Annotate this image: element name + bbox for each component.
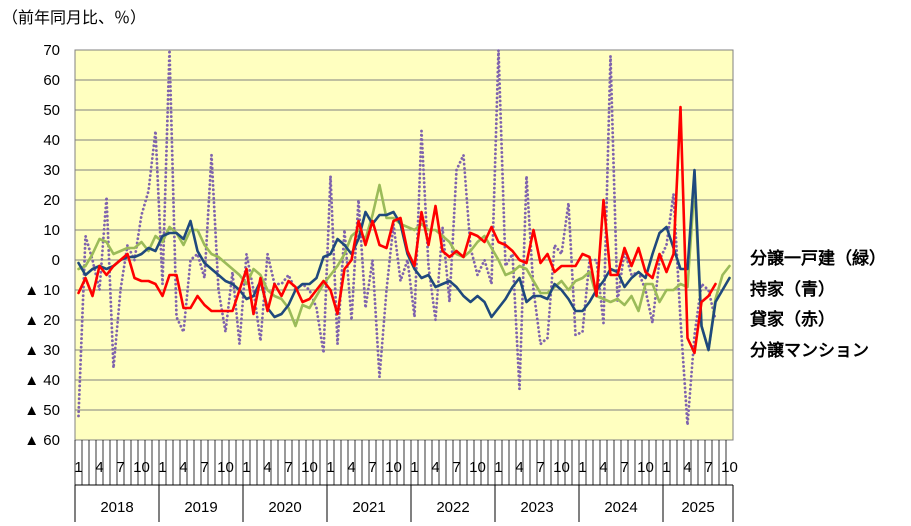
x-year-label: 2024: [604, 499, 637, 516]
x-month-label: 1: [242, 459, 250, 476]
y-tick-label: ▲ 50: [24, 402, 60, 419]
legend-label-red: 貸家（赤）: [750, 310, 835, 330]
legend-label-blue: 持家（青）: [750, 280, 835, 300]
unit-label: （前年同月比、％）: [2, 8, 147, 27]
x-month-label: 10: [301, 459, 318, 476]
x-month-label: 4: [179, 459, 187, 476]
x-month-label: 7: [620, 459, 628, 476]
x-month-label: 10: [469, 459, 486, 476]
y-tick-label: ▲ 30: [24, 342, 60, 359]
x-month-label: 4: [683, 459, 691, 476]
y-tick-label: 40: [43, 132, 60, 149]
y-tick-label: 10: [43, 222, 60, 239]
series-lines: [77, 48, 731, 427]
x-month-label: 7: [116, 459, 124, 476]
x-month-label: 1: [410, 459, 418, 476]
x-month-label: 4: [95, 459, 103, 476]
y-tick-label: 60: [43, 72, 60, 89]
y-tick-label: 20: [43, 192, 60, 209]
series-line-condo: [77, 48, 717, 427]
x-year-label: 2025: [681, 499, 714, 516]
x-month-label: 10: [217, 459, 234, 476]
x-month-label: 4: [431, 459, 439, 476]
y-tick-label: 50: [43, 102, 60, 119]
x-year-label: 2019: [184, 499, 217, 516]
x-month-label: 10: [133, 459, 150, 476]
x-year-label: 2021: [352, 499, 385, 516]
x-month-label: 7: [200, 459, 208, 476]
x-month-label: 1: [74, 459, 82, 476]
y-tick-label: ▲ 40: [24, 372, 60, 389]
y-tick-label: 0: [52, 252, 60, 269]
x-month-label: 10: [721, 459, 738, 476]
x-year-label: 2023: [520, 499, 553, 516]
y-tick-label: ▲ 10: [24, 282, 60, 299]
x-month-label: 7: [452, 459, 460, 476]
x-month-label: 7: [536, 459, 544, 476]
x-month-label: 4: [515, 459, 523, 476]
y-axis-ticks: 70 60 50 40 30 20 10 0 ▲ 10 ▲ 20 ▲ 30 ▲ 40 ▲ 50 ▲ 60: [24, 42, 60, 449]
y-tick-label: ▲ 20: [24, 312, 60, 329]
x-month-label: 1: [662, 459, 670, 476]
series-line-red: [77, 105, 717, 355]
x-month-label: 1: [326, 459, 334, 476]
x-month-label: 10: [637, 459, 654, 476]
x-month-label: 1: [158, 459, 166, 476]
x-month-label: 10: [553, 459, 570, 476]
x-axis: 1 4 7 10 1 4 7 10 1 4 7 10 1 4 7 10 1 4 7 10 1 4 7 10 1 4 7 10 1 4 7 10…: [74, 440, 738, 522]
x-month-label: 7: [284, 459, 292, 476]
series-line-green: [77, 183, 731, 352]
x-month-label: 10: [385, 459, 402, 476]
x-month-label: 4: [347, 459, 355, 476]
x-year-label: 2022: [436, 499, 469, 516]
legend-label-condo: 分譲マンション: [750, 341, 869, 361]
x-month-label: 1: [494, 459, 502, 476]
y-tick-label: ▲ 60: [24, 432, 60, 449]
x-month-label: 4: [263, 459, 271, 476]
legend-label-green: 分譲一戸建（緑）: [750, 249, 886, 269]
x-month-label: 7: [368, 459, 376, 476]
x-year-label: 2020: [268, 499, 301, 516]
y-tick-label: 30: [43, 162, 60, 179]
x-month-label: 1: [578, 459, 586, 476]
x-month-label: 7: [704, 459, 712, 476]
y-tick-label: 70: [43, 42, 60, 59]
x-month-label: 4: [599, 459, 607, 476]
x-year-label: 2018: [100, 499, 133, 516]
